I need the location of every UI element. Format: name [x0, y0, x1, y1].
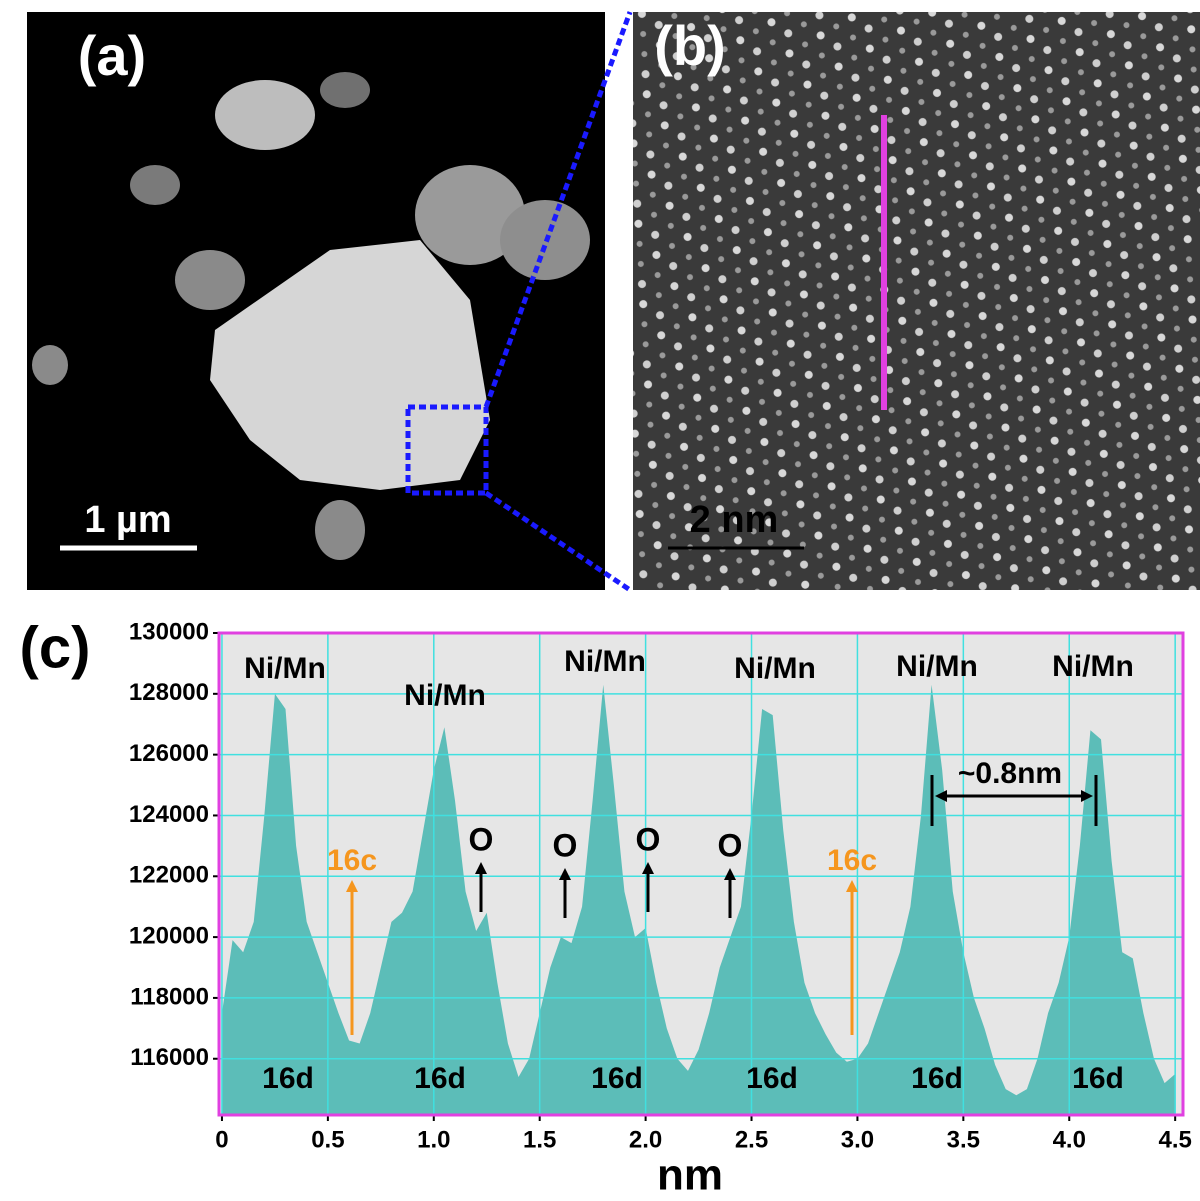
vacant-site-label: 16c: [327, 844, 377, 877]
peak-label: Ni/Mn: [404, 679, 486, 712]
y-tick-label: 122000: [129, 862, 209, 889]
x-tick-label: 4.0: [1053, 1126, 1086, 1153]
scale-bar-label: 1 µm: [84, 499, 171, 541]
y-tick-label: 128000: [129, 679, 209, 706]
site-label: 16d: [746, 1062, 798, 1095]
y-tick-label: 120000: [129, 922, 209, 949]
x-tick-label: 1.5: [523, 1126, 556, 1153]
scale-bar-label: 2 nm: [690, 499, 779, 541]
y-tick-label: 124000: [129, 801, 209, 828]
peak-label: Ni/Mn: [1052, 650, 1134, 683]
peak-label: Ni/Mn: [896, 650, 978, 683]
peak-label: Ni/Mn: [564, 645, 646, 678]
panel-label: (b): [654, 14, 726, 77]
site-label: 16d: [591, 1062, 643, 1095]
vacant-site-label: 16c: [827, 844, 877, 877]
oxygen-label: O: [636, 821, 661, 857]
panel-a: (a) 1 µm: [27, 12, 605, 590]
x-tick-label: 3.5: [947, 1126, 980, 1153]
oxygen-label: O: [469, 821, 494, 857]
peak-label: Ni/Mn: [244, 652, 326, 685]
x-tick-label: 2.5: [735, 1126, 768, 1153]
y-tick-label: 130000: [129, 618, 209, 645]
panel-label: (a): [78, 24, 146, 87]
oxygen-label: O: [718, 827, 743, 863]
x-tick-label: 0: [215, 1126, 228, 1153]
x-tick-label: 1.0: [417, 1126, 450, 1153]
site-label: 16d: [911, 1062, 963, 1095]
peak-label: Ni/Mn: [734, 652, 816, 685]
x-tick-label: 4.5: [1158, 1126, 1191, 1153]
x-tick-label: 0.5: [311, 1126, 344, 1153]
x-tick-label: 3.0: [841, 1126, 874, 1153]
panel-b: (b) 2 nm: [633, 12, 1200, 590]
oxygen-label: O: [553, 827, 578, 863]
panel-label: (c): [20, 615, 91, 680]
x-axis-label: nm: [657, 1151, 723, 1196]
site-label: 16d: [262, 1062, 314, 1095]
y-tick-label: 118000: [130, 983, 209, 1010]
y-tick-label: 116000: [130, 1044, 209, 1071]
figure: (a) 1 µm (b) 2 nm (c) nm 116000 118000 120…: [0, 0, 1200, 1196]
spacing-label: ~0.8nm: [958, 757, 1062, 790]
site-label: 16d: [414, 1062, 466, 1095]
y-tick-label: 126000: [129, 740, 209, 767]
x-tick-label: 2.0: [629, 1126, 662, 1153]
site-label: 16d: [1072, 1062, 1124, 1095]
